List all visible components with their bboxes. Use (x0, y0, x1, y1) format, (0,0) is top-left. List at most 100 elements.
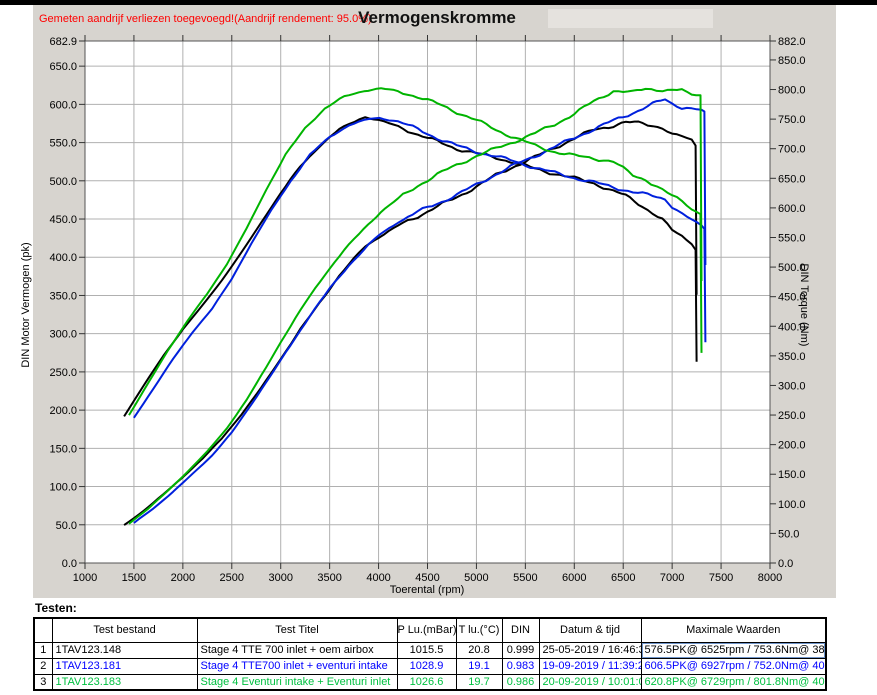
y-right-tick-label: 500.0 (778, 262, 806, 274)
col-header-t_lu: T lu.(°C) (455, 617, 503, 643)
table-header: Test bestand Test Titel P Lu.(mBar) T lu.(°… (33, 617, 827, 643)
page-title: Vermogenskromme (358, 8, 516, 27)
power-curve-2 (133, 98, 707, 524)
y-right-tick-label: 750.0 (778, 114, 806, 126)
y-left-axis-title: DIN Motor Vermogen (pk) (20, 242, 32, 368)
cell-bestand: 1TAV123.183 (51, 673, 198, 691)
torque-curve-3 (128, 87, 703, 416)
y-left-tick-label: 250.0 (49, 367, 77, 379)
y-left-tick-label: 100.0 (49, 482, 77, 494)
col-header-nr (33, 617, 53, 643)
cell-t_lu: 19.1 (455, 657, 503, 675)
x-tick-label: 3000 (268, 572, 292, 584)
x-tick-label: 6500 (611, 572, 635, 584)
y-right-tick-label: 550.0 (778, 232, 806, 244)
cell-titel: Stage 4 TTE700 inlet + eventuri intake (196, 657, 398, 675)
table-row[interactable]: 1 1TAV123.148 Stage 4 TTE 700 inlet + oem … (33, 641, 827, 659)
y-right-tick-label: 50.0 (778, 528, 799, 540)
x-tick-label: 2000 (171, 572, 195, 584)
cell-din: 0.986 (501, 673, 540, 691)
y-right-tick-label: 450.0 (778, 292, 806, 304)
x-tick-label: 4000 (366, 572, 390, 584)
cell-p_lu: 1015.5 (396, 641, 457, 659)
x-axis-title: Toerental (rpm) (389, 584, 465, 596)
y-right-tick-label: 0.0 (778, 558, 793, 570)
table-row[interactable]: 3 1TAV123.183 Stage 4 Eventuri intake + Ev… (33, 673, 827, 691)
y-left-tick-label: 300.0 (49, 329, 77, 341)
y-right-tick-label: 650.0 (778, 173, 806, 185)
y-left-tick-label: 600.0 (49, 99, 77, 111)
y-left-tick-label: 150.0 (49, 443, 77, 455)
col-header-p_lu: P Lu.(mBar) (396, 617, 457, 643)
cell-bestand: 1TAV123.148 (51, 641, 198, 659)
cell-nr: 2 (33, 657, 53, 675)
x-tick-label: 5000 (464, 572, 488, 584)
y-right-tick-label: 250.0 (778, 410, 806, 422)
x-tick-label: 5500 (513, 572, 537, 584)
table-body: 1 1TAV123.148 Stage 4 TTE 700 inlet + oem … (33, 641, 827, 691)
power-curve-1 (123, 120, 698, 526)
x-tick-label: 1000 (73, 572, 97, 584)
x-tick-label: 4500 (415, 572, 439, 584)
cell-p_lu: 1026.6 (396, 673, 457, 691)
top-black-bar (0, 0, 877, 5)
x-tick-label: 8000 (758, 572, 782, 584)
y-right-tick-label: 882.0 (778, 36, 806, 48)
cell-titel: Stage 4 Eventuri intake + Eventuri inlet (196, 673, 398, 691)
x-tick-label: 2500 (220, 572, 244, 584)
y-right-tick-label: 300.0 (778, 380, 806, 392)
drive-loss-annotation: Gemeten aandrijf verliezen toegevoegd!(A… (39, 13, 372, 25)
y-left-tick-label: 0.0 (62, 558, 77, 570)
cell-titel: Stage 4 TTE 700 inlet + oem airbox (196, 641, 398, 659)
y-right-tick-label: 200.0 (778, 440, 806, 452)
cell-p_lu: 1028.9 (396, 657, 457, 675)
y-right-tick-label: 350.0 (778, 351, 806, 363)
cell-nr: 1 (33, 641, 53, 659)
cell-bestand: 1TAV123.181 (51, 657, 198, 675)
y-right-tick-label: 600.0 (778, 203, 806, 215)
col-header-din: DIN (501, 617, 540, 643)
cell-datum: 20-09-2019 / 10:01:08 (538, 673, 642, 691)
y-right-axis-title: DIN Torque (Nm) (798, 263, 810, 347)
cell-t_lu: 20.8 (455, 641, 503, 659)
legend-placeholder-box (548, 9, 713, 28)
cell-t_lu: 19.7 (455, 673, 503, 691)
y-left-tick-label: 450.0 (49, 214, 77, 226)
cell-max[interactable]: 576.5PK@ 6525rpm / 753.6Nm@ 3863rpm (640, 641, 827, 659)
chart-panel: Gemeten aandrijf verliezen toegevoegd!(A… (20, 5, 836, 598)
cell-din: 0.983 (501, 657, 540, 675)
table-row[interactable]: 2 1TAV123.181 Stage 4 TTE700 inlet + event… (33, 657, 827, 675)
col-header-max: Maximale Waarden (640, 617, 827, 643)
torque-curve-2 (133, 116, 707, 419)
cell-datum: 19-09-2019 / 11:39:20 (538, 657, 642, 675)
y-left-tick-label: 400.0 (49, 252, 77, 264)
power-curve-3 (128, 87, 703, 525)
x-tick-label: 3500 (317, 572, 341, 584)
x-tick-label: 1500 (122, 572, 146, 584)
y-left-tick-label: 650.0 (49, 61, 77, 73)
cell-max[interactable]: 606.5PK@ 6927rpm / 752.0Nm@ 4010rpm (640, 657, 827, 675)
testen-label: Testen: (35, 601, 77, 615)
y-left-tick-label: 550.0 (49, 138, 77, 150)
cell-datum: 25-05-2019 / 16:46:36 (538, 641, 642, 659)
x-tick-label: 7000 (660, 572, 684, 584)
col-header-bestand: Test bestand (51, 617, 198, 643)
y-right-tick-label: 800.0 (778, 85, 806, 97)
x-tick-label: 6000 (562, 572, 586, 584)
tests-table: Test bestand Test Titel P Lu.(mBar) T lu.(°… (33, 617, 827, 691)
cell-din: 0.999 (501, 641, 540, 659)
dyno-chart: 682.9 650.0 600.0 550.0 500.0 450.0 400.0 350.0… (49, 35, 806, 584)
y-left-tick-label: 50.0 (56, 520, 77, 532)
y-left-tick-label: 500.0 (49, 176, 77, 188)
y-right-tick-label: 150.0 (778, 469, 806, 481)
cell-nr: 3 (33, 673, 53, 691)
y-right-tick-label: 100.0 (778, 499, 806, 511)
torque-curve-1 (123, 116, 698, 417)
y-left-tick-label: 350.0 (49, 290, 77, 302)
y-right-tick-label: 850.0 (778, 55, 806, 67)
y-left-tick-label: 200.0 (49, 405, 77, 417)
col-header-titel: Test Titel (196, 617, 398, 643)
y-right-tick-label: 700.0 (778, 144, 806, 156)
cell-max[interactable]: 620.8PK@ 6729rpm / 801.8Nm@ 4025rpm (640, 673, 827, 691)
